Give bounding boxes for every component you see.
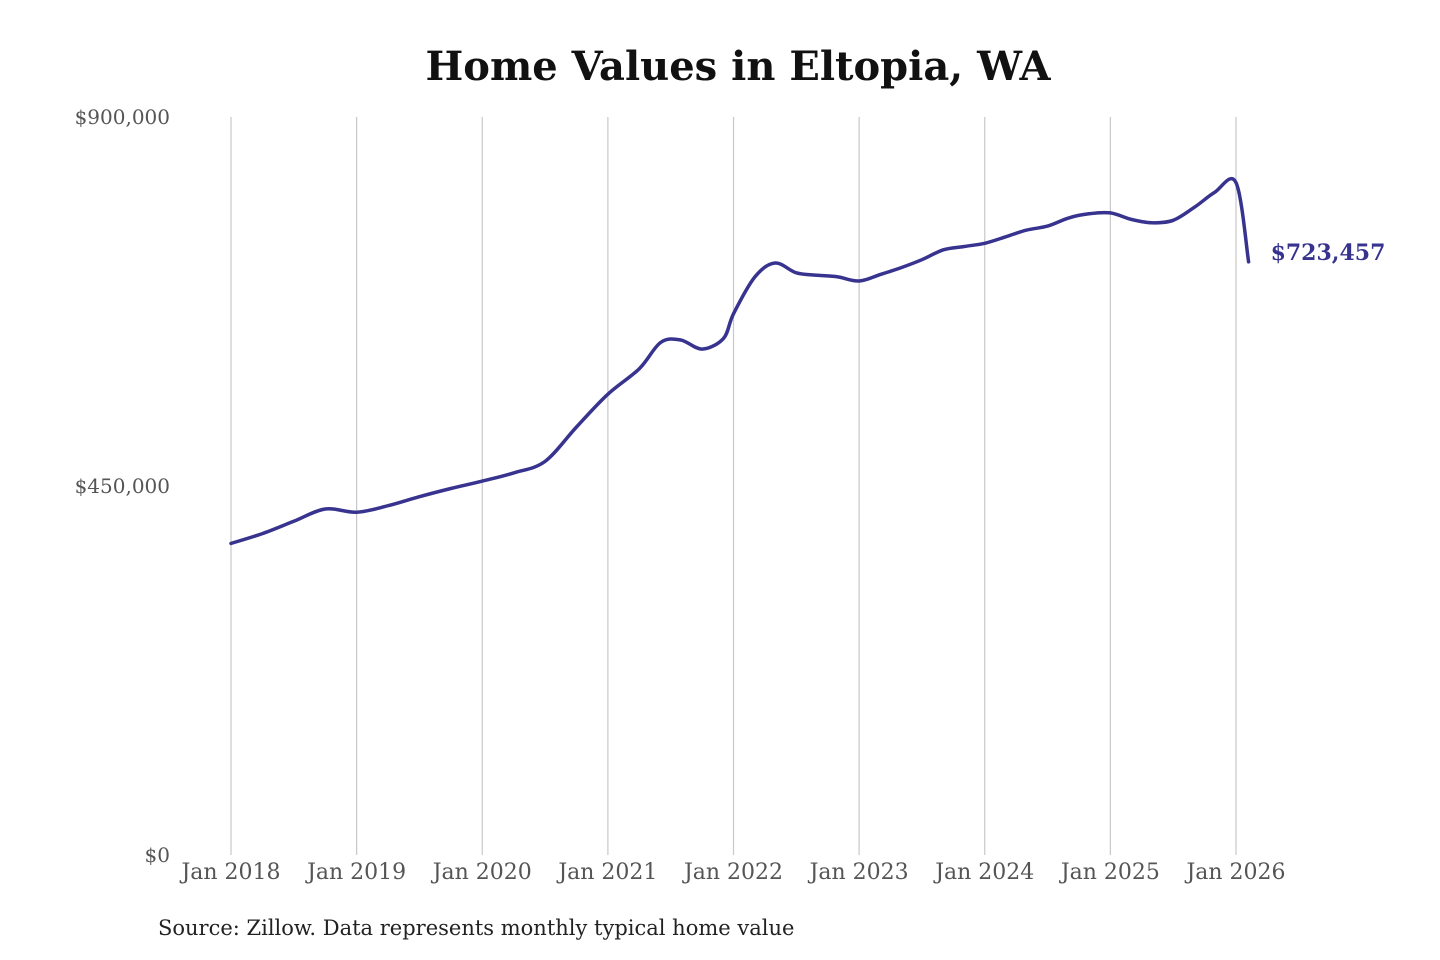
x-tick-label: Jan 2023 <box>808 860 909 885</box>
end-value-label: $723,457 <box>1271 240 1386 266</box>
chart-title: Home Values in Eltopia, WA <box>426 43 1052 90</box>
x-tick-label: Jan 2019 <box>305 860 406 885</box>
series-group <box>229 176 1251 546</box>
grid-lines <box>230 117 1237 855</box>
y-tick-label: $900,000 <box>75 105 170 129</box>
x-tick-label: Jan 2022 <box>682 860 783 885</box>
x-tick-label: Jan 2021 <box>556 860 657 885</box>
x-tick-label: Jan 2020 <box>431 860 532 885</box>
x-tick-label: Jan 2025 <box>1059 860 1160 885</box>
source-note: Source: Zillow. Data represents monthly … <box>158 916 795 940</box>
y-tick-label: $0 <box>145 843 170 867</box>
x-tick-label: Jan 2024 <box>933 860 1034 885</box>
y-axis: $0 $450,000 $900,000 <box>75 105 170 867</box>
y-tick-label: $450,000 <box>75 474 170 498</box>
series-line-0 <box>229 176 1251 546</box>
x-axis: Jan 2018 Jan 2019 Jan 2020 Jan 2021 Jan 2022… <box>179 860 1285 885</box>
x-tick-label: Jan 2018 <box>179 860 280 885</box>
x-tick-label: Jan 2026 <box>1184 860 1285 885</box>
